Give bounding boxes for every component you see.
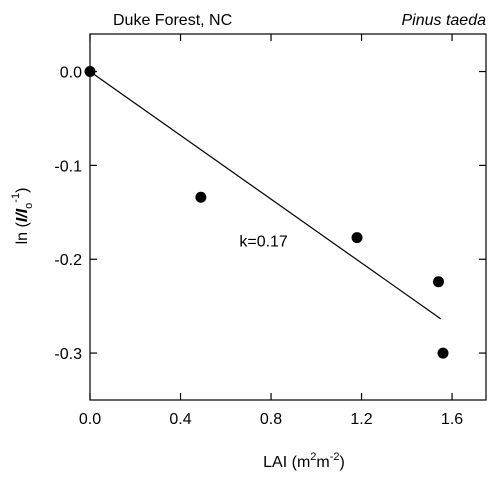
y-axis-label-sub: o xyxy=(23,203,35,209)
y-axis-label-suffix: ) xyxy=(14,188,31,193)
annotation-k: k=0.17 xyxy=(239,233,288,250)
x-axis-ticks: 0.0 0.4 0.8 1.2 1.6 xyxy=(79,34,463,428)
x-axis-label-sup2: -2 xyxy=(330,451,340,463)
data-point xyxy=(437,347,449,359)
fit-line-group xyxy=(89,71,442,320)
x-axis-label-base: LAI (m xyxy=(263,454,310,471)
y-tick-label: -0.1 xyxy=(54,158,82,175)
x-axis-label-end: ) xyxy=(340,454,345,471)
y-axis-label: ln (I/Io-1) xyxy=(10,188,35,245)
x-axis-label-sup1: 2 xyxy=(310,451,316,463)
data-point xyxy=(195,191,207,203)
x-tick-label: 0.4 xyxy=(169,411,191,428)
y-tick-label: 0.0 xyxy=(60,65,82,82)
chart-title-right: Pinus taeda xyxy=(401,12,486,29)
y-axis-label-sup: -1 xyxy=(10,193,22,203)
chart-title-left: Duke Forest, NC xyxy=(113,12,232,29)
y-axis-label-italic: I/I xyxy=(14,208,31,222)
plot-frame xyxy=(89,33,487,401)
x-tick-label: 0.8 xyxy=(260,411,282,428)
data-point xyxy=(432,276,444,288)
fit-line xyxy=(89,71,442,320)
data-points xyxy=(84,66,449,359)
x-axis-label-mid: m xyxy=(316,454,329,471)
y-axis-label-prefix: ln ( xyxy=(14,222,31,245)
y-axis-ticks: 0.0 -0.1 -0.2 -0.3 xyxy=(54,65,486,363)
x-tick-label: 1.2 xyxy=(350,411,372,428)
y-tick-label: -0.3 xyxy=(54,346,82,363)
x-tick-label: 1.6 xyxy=(441,411,463,428)
y-tick-label: -0.2 xyxy=(54,252,82,269)
x-axis-label: LAI (m2m-2) xyxy=(263,451,345,471)
data-point xyxy=(84,66,96,78)
x-tick-label: 0.0 xyxy=(79,411,101,428)
data-point xyxy=(351,232,363,244)
